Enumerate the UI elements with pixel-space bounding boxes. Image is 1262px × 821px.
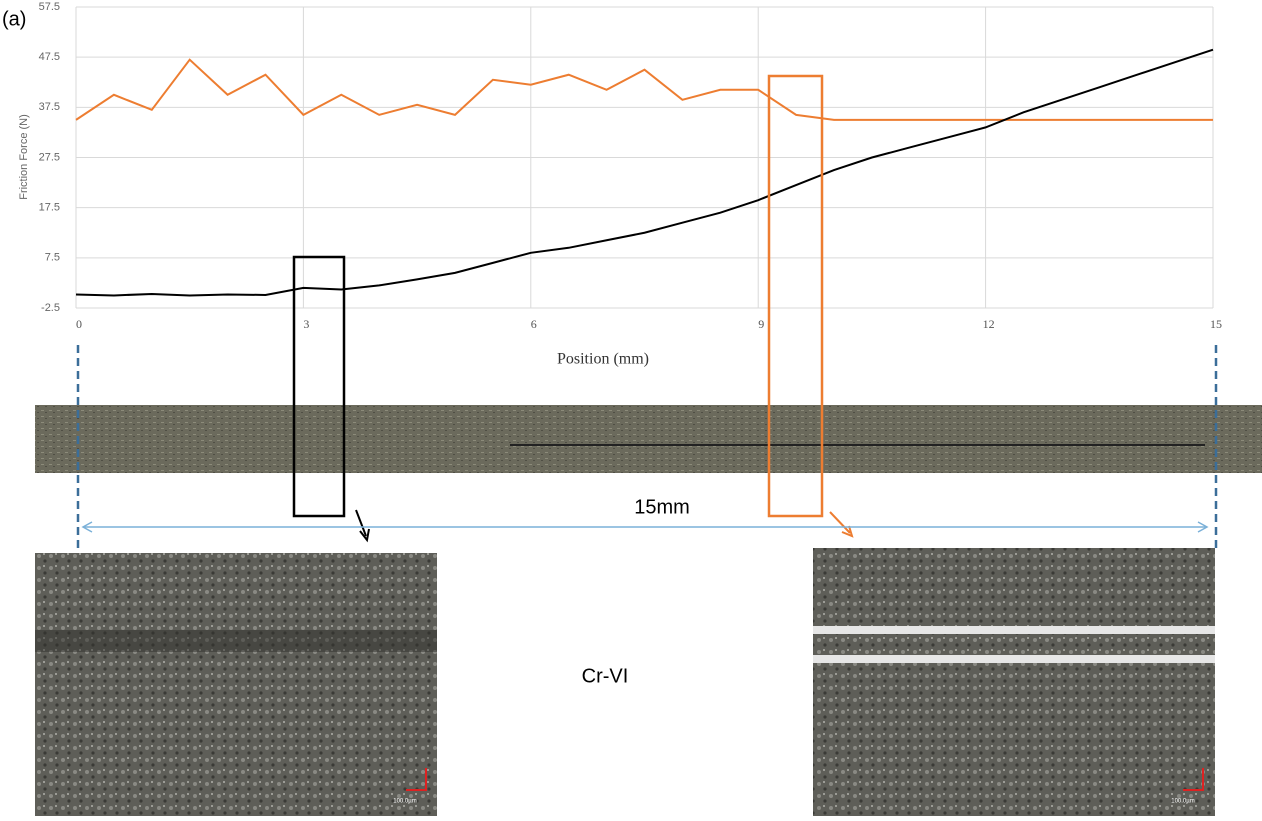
y-axis-label: Friction Force (N) [18,114,30,200]
wear-track [813,626,1215,634]
scale-bar [1183,768,1204,791]
y-tick-label: 37.5 [39,101,60,113]
sample-label: Cr-VI [582,665,629,687]
highlight-box [767,74,824,518]
wear-track [35,630,437,652]
arrow [355,509,367,537]
y-tick-label: -2.5 [41,302,60,314]
y-tick-label: 57.5 [39,1,60,13]
data-line [75,58,1213,121]
scratch-strip-image [35,405,1262,473]
plot-area: -2.5 7.5 17.5 27.5 37.5 47.5 57.5 0 3 6 9 12 15 [39,1,1222,331]
x-tick-label: 9 [758,317,764,331]
scale-bar-label: 100.0µm [393,799,416,805]
x-axis-label: Position (mm) [557,351,649,368]
highlight-box [292,255,346,518]
panel-label: (a) [2,8,26,30]
x-tick-label: 0 [76,317,82,331]
scale-bar-label: 100.0µm [1171,799,1194,805]
data-line [75,48,1214,297]
x-tick-label: 15 [1210,317,1222,331]
span-label: 15mm [634,496,690,518]
micrograph [35,553,437,816]
wear-track [813,655,1215,663]
micrograph [813,548,1215,816]
x-tick-label: 6 [531,317,537,331]
scale-bar [406,768,427,791]
x-tick-label: 12 [983,317,995,331]
x-tick-label: 3 [303,317,309,331]
span-arrow-head [81,521,1209,533]
y-tick-label: 47.5 [39,51,60,63]
arrow-head [359,528,370,543]
y-tick-label: 7.5 [45,252,60,264]
arrow-head [841,525,854,538]
y-tick-label: 27.5 [39,151,60,163]
y-tick-label: 17.5 [39,202,60,214]
arrow [829,511,851,534]
